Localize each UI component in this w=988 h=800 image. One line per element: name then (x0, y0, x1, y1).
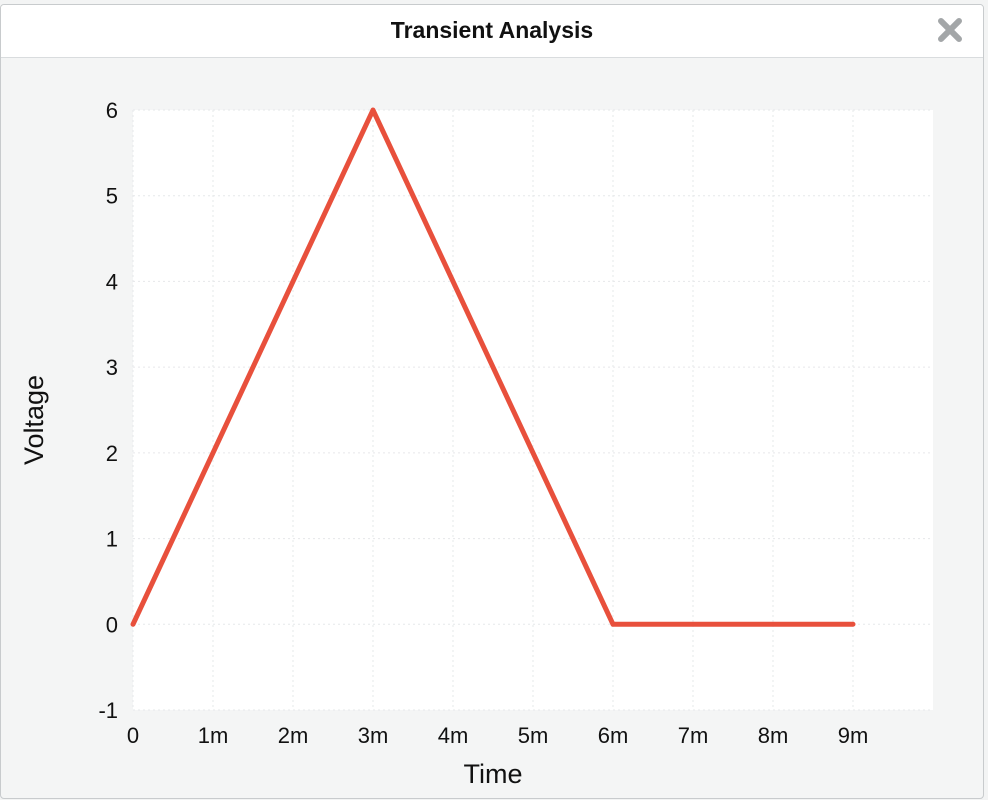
x-tick-label: 4m (438, 723, 469, 748)
x-tick-label: 3m (358, 723, 389, 748)
transient-analysis-dialog: Transient Analysis 0 1m 2m 3m 4m 5m 6m 7m 8m 9m -… (0, 4, 984, 799)
dialog-title: Transient Analysis (390, 17, 594, 43)
y-tick-label: 5 (106, 184, 118, 209)
voltage-series-line (130, 107, 856, 627)
y-tick-label: -1 (98, 698, 118, 723)
x-tick-label: 2m (278, 723, 309, 748)
x-tick-label: 1m (198, 723, 229, 748)
y-tick-label: 3 (106, 355, 118, 380)
x-tick-label: 0 (127, 723, 139, 748)
x-tick-label: 8m (758, 723, 789, 748)
y-tick-label: 1 (106, 527, 118, 552)
x-tick-label: 7m (678, 723, 709, 748)
y-tick-label: 6 (106, 98, 118, 123)
x-tick-labels: 0 1m 2m 3m 4m 5m 6m 7m 8m 9m (127, 723, 868, 748)
y-axis-label: Voltage (19, 375, 49, 465)
x-axis-label: Time (464, 759, 523, 789)
y-tick-labels: -1 0 1 2 3 4 5 6 (98, 98, 118, 723)
x-tick-label: 6m (598, 723, 629, 748)
x-tick-label: 9m (838, 723, 869, 748)
y-tick-label: 0 (106, 612, 118, 637)
close-icon[interactable] (935, 15, 965, 45)
x-tick-label: 5m (518, 723, 549, 748)
dialog-titlebar: Transient Analysis (1, 5, 983, 58)
grid-lines (132, 109, 933, 711)
y-tick-label: 4 (106, 269, 118, 294)
y-tick-label: 2 (106, 441, 118, 466)
transient-chart: 0 1m 2m 3m 4m 5m 6m 7m 8m 9m -1 0 1 2 3 4 5 6 Time Volta… (19, 98, 933, 789)
